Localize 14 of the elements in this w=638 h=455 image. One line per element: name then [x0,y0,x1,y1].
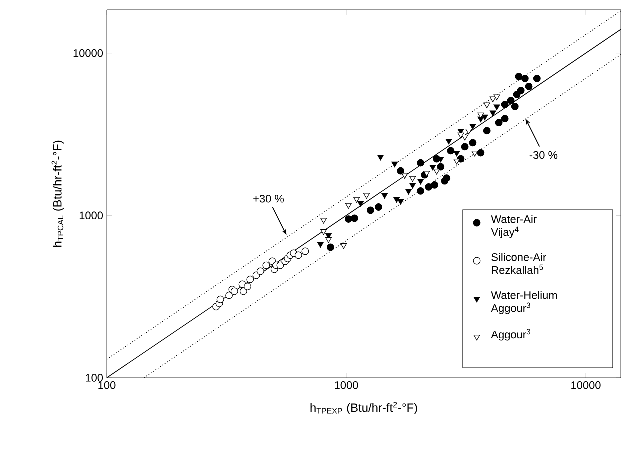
y-tick-label: 100 [86,374,104,382]
x-tick-label: 100 [98,382,116,390]
legend-label: Silicone-Air Rezkallah$^{5}$ [492,253,546,274]
legend-label: Water-Helium Aggour$^{3}$ [491,291,558,314]
x-tick-label: 10000 [572,382,601,390]
annotation: -30 % [530,151,558,160]
legend-label: Aggour$^{3}$ [491,329,530,341]
y-tick-label: 10000 [74,49,104,58]
x-tick-label: 1000 [335,382,358,390]
y-axis-title: h$_{TPCAL}$ (Btu/hr-ft$^{2}$-°F) [52,140,64,247]
legend-label: Water-Air Vijay$^{4}$ [491,215,537,238]
x-axis-title: h$_{TPEXP}$ (Btu/hr-ft$^{2}$-°F) [310,402,418,414]
annotation: +30 % [254,195,284,203]
y-tick-label: 1000 [80,212,104,220]
